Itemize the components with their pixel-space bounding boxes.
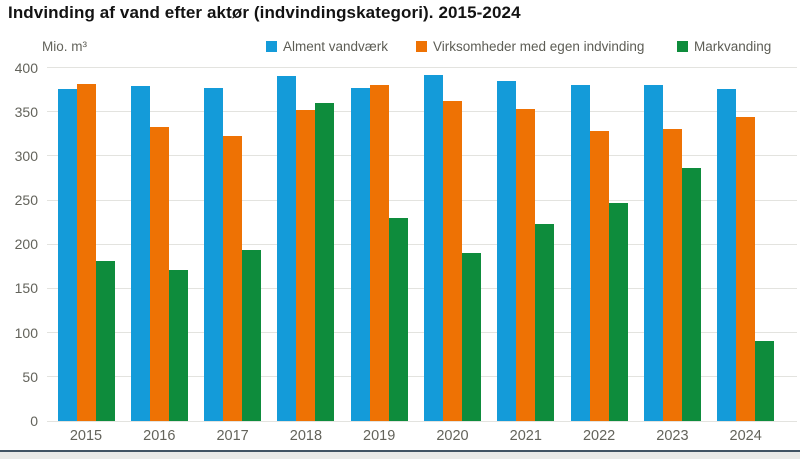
x-axis-tick-label: 2017 [216, 428, 249, 444]
x-axis-tick-label: 2022 [582, 428, 616, 444]
chart-title: Indvinding af vand efter aktør (indvindi… [8, 3, 521, 22]
legend-label: Markvanding [694, 39, 772, 54]
legend-swatch-orange-icon [416, 41, 427, 52]
bar-2017-virksomheder-med-egen-indvinding[interactable] [223, 136, 242, 421]
legend-label: Virksomheder med egen indvinding [433, 39, 645, 54]
gridline [47, 287, 797, 289]
bar-2021-virksomheder-med-egen-indvinding[interactable] [516, 109, 535, 421]
bar-2018-markvanding[interactable] [315, 102, 334, 421]
bar-2023-virksomheder-med-egen-indvinding[interactable] [663, 129, 682, 421]
bar-2016-virksomheder-med-egen-indvinding[interactable] [150, 126, 169, 421]
y-axis-tick-label: 300 [14, 147, 38, 164]
bar-2015-virksomheder-med-egen-indvinding[interactable] [77, 84, 96, 421]
gridline [47, 420, 797, 422]
bar-2019-virksomheder-med-egen-indvinding[interactable] [370, 85, 389, 421]
bar-2015-alment-vandvaerk[interactable] [58, 88, 77, 421]
y-axis-tick-label: 350 [14, 103, 38, 120]
x-axis-tick-label: 2019 [363, 428, 396, 444]
bar-2024-markvanding[interactable] [755, 340, 774, 421]
x-axis-tick-label: 2024 [729, 428, 762, 444]
gridline [47, 67, 797, 68]
bar-2019-alment-vandvaerk[interactable] [351, 87, 370, 421]
bar-2018-virksomheder-med-egen-indvinding[interactable] [296, 109, 315, 421]
bar-2016-alment-vandvaerk[interactable] [131, 86, 150, 421]
x-axis-tick-label: 2018 [289, 428, 323, 444]
y-axis-tick-label: 400 [14, 59, 38, 76]
bar-2022-virksomheder-med-egen-indvinding[interactable] [590, 131, 609, 421]
x-axis-tick-label: 2015 [69, 428, 103, 444]
bar-2024-alment-vandvaerk[interactable] [717, 88, 736, 421]
bar-2015-markvanding[interactable] [96, 261, 115, 421]
y-axis-tick-label: 100 [14, 324, 38, 341]
legend-item-virksomheder[interactable]: Virksomheder med egen indvinding [416, 39, 644, 54]
y-axis-unit-label: Mio. m³ [42, 39, 87, 54]
bar-2020-alment-vandvaerk[interactable] [424, 74, 443, 421]
bar-2017-markvanding[interactable] [242, 249, 261, 421]
legend-swatch-blue-icon [266, 41, 277, 52]
gridline [47, 155, 797, 157]
gridline [47, 199, 797, 201]
gridline [47, 111, 797, 113]
bar-2020-virksomheder-med-egen-indvinding[interactable] [443, 101, 462, 421]
y-axis-tick-label: 0 [30, 413, 38, 429]
bar-2023-alment-vandvaerk[interactable] [644, 85, 663, 421]
y-axis-tick-label: 250 [14, 192, 38, 209]
bar-2023-markvanding[interactable] [682, 168, 701, 421]
x-axis-tick-label: 2020 [436, 428, 469, 444]
bar-2024-virksomheder-med-egen-indvinding[interactable] [736, 116, 755, 421]
bar-2022-alment-vandvaerk[interactable] [571, 85, 590, 421]
bar-2021-markvanding[interactable] [535, 223, 554, 421]
gridline [47, 376, 797, 378]
bar-2021-alment-vandvaerk[interactable] [497, 80, 516, 421]
bar-2022-markvanding[interactable] [609, 202, 628, 421]
bar-2020-markvanding[interactable] [462, 253, 481, 421]
footer-divider [0, 450, 800, 452]
bar-2019-markvanding[interactable] [389, 217, 408, 421]
y-axis-tick-label: 50 [22, 368, 38, 385]
legend-label: Alment vandværk [283, 39, 389, 54]
x-axis-tick-label: 2021 [509, 428, 542, 444]
bar-2016-markvanding[interactable] [169, 269, 188, 421]
bar-2018-alment-vandvaerk[interactable] [277, 76, 296, 421]
y-axis-tick-label: 150 [14, 280, 38, 297]
legend-swatch-green-icon [677, 41, 688, 52]
x-axis-tick-label: 2016 [143, 428, 176, 444]
footer-background [0, 452, 800, 459]
legend-item-markvanding[interactable]: Markvanding [677, 39, 771, 54]
bar-2017-alment-vandvaerk[interactable] [204, 87, 223, 421]
gridline [47, 243, 797, 245]
gridline [47, 332, 797, 334]
legend-item-alment-vandvaerk[interactable]: Alment vandværk [266, 39, 388, 54]
y-axis-tick-label: 200 [14, 236, 38, 253]
x-axis-tick-label: 2023 [656, 428, 689, 444]
